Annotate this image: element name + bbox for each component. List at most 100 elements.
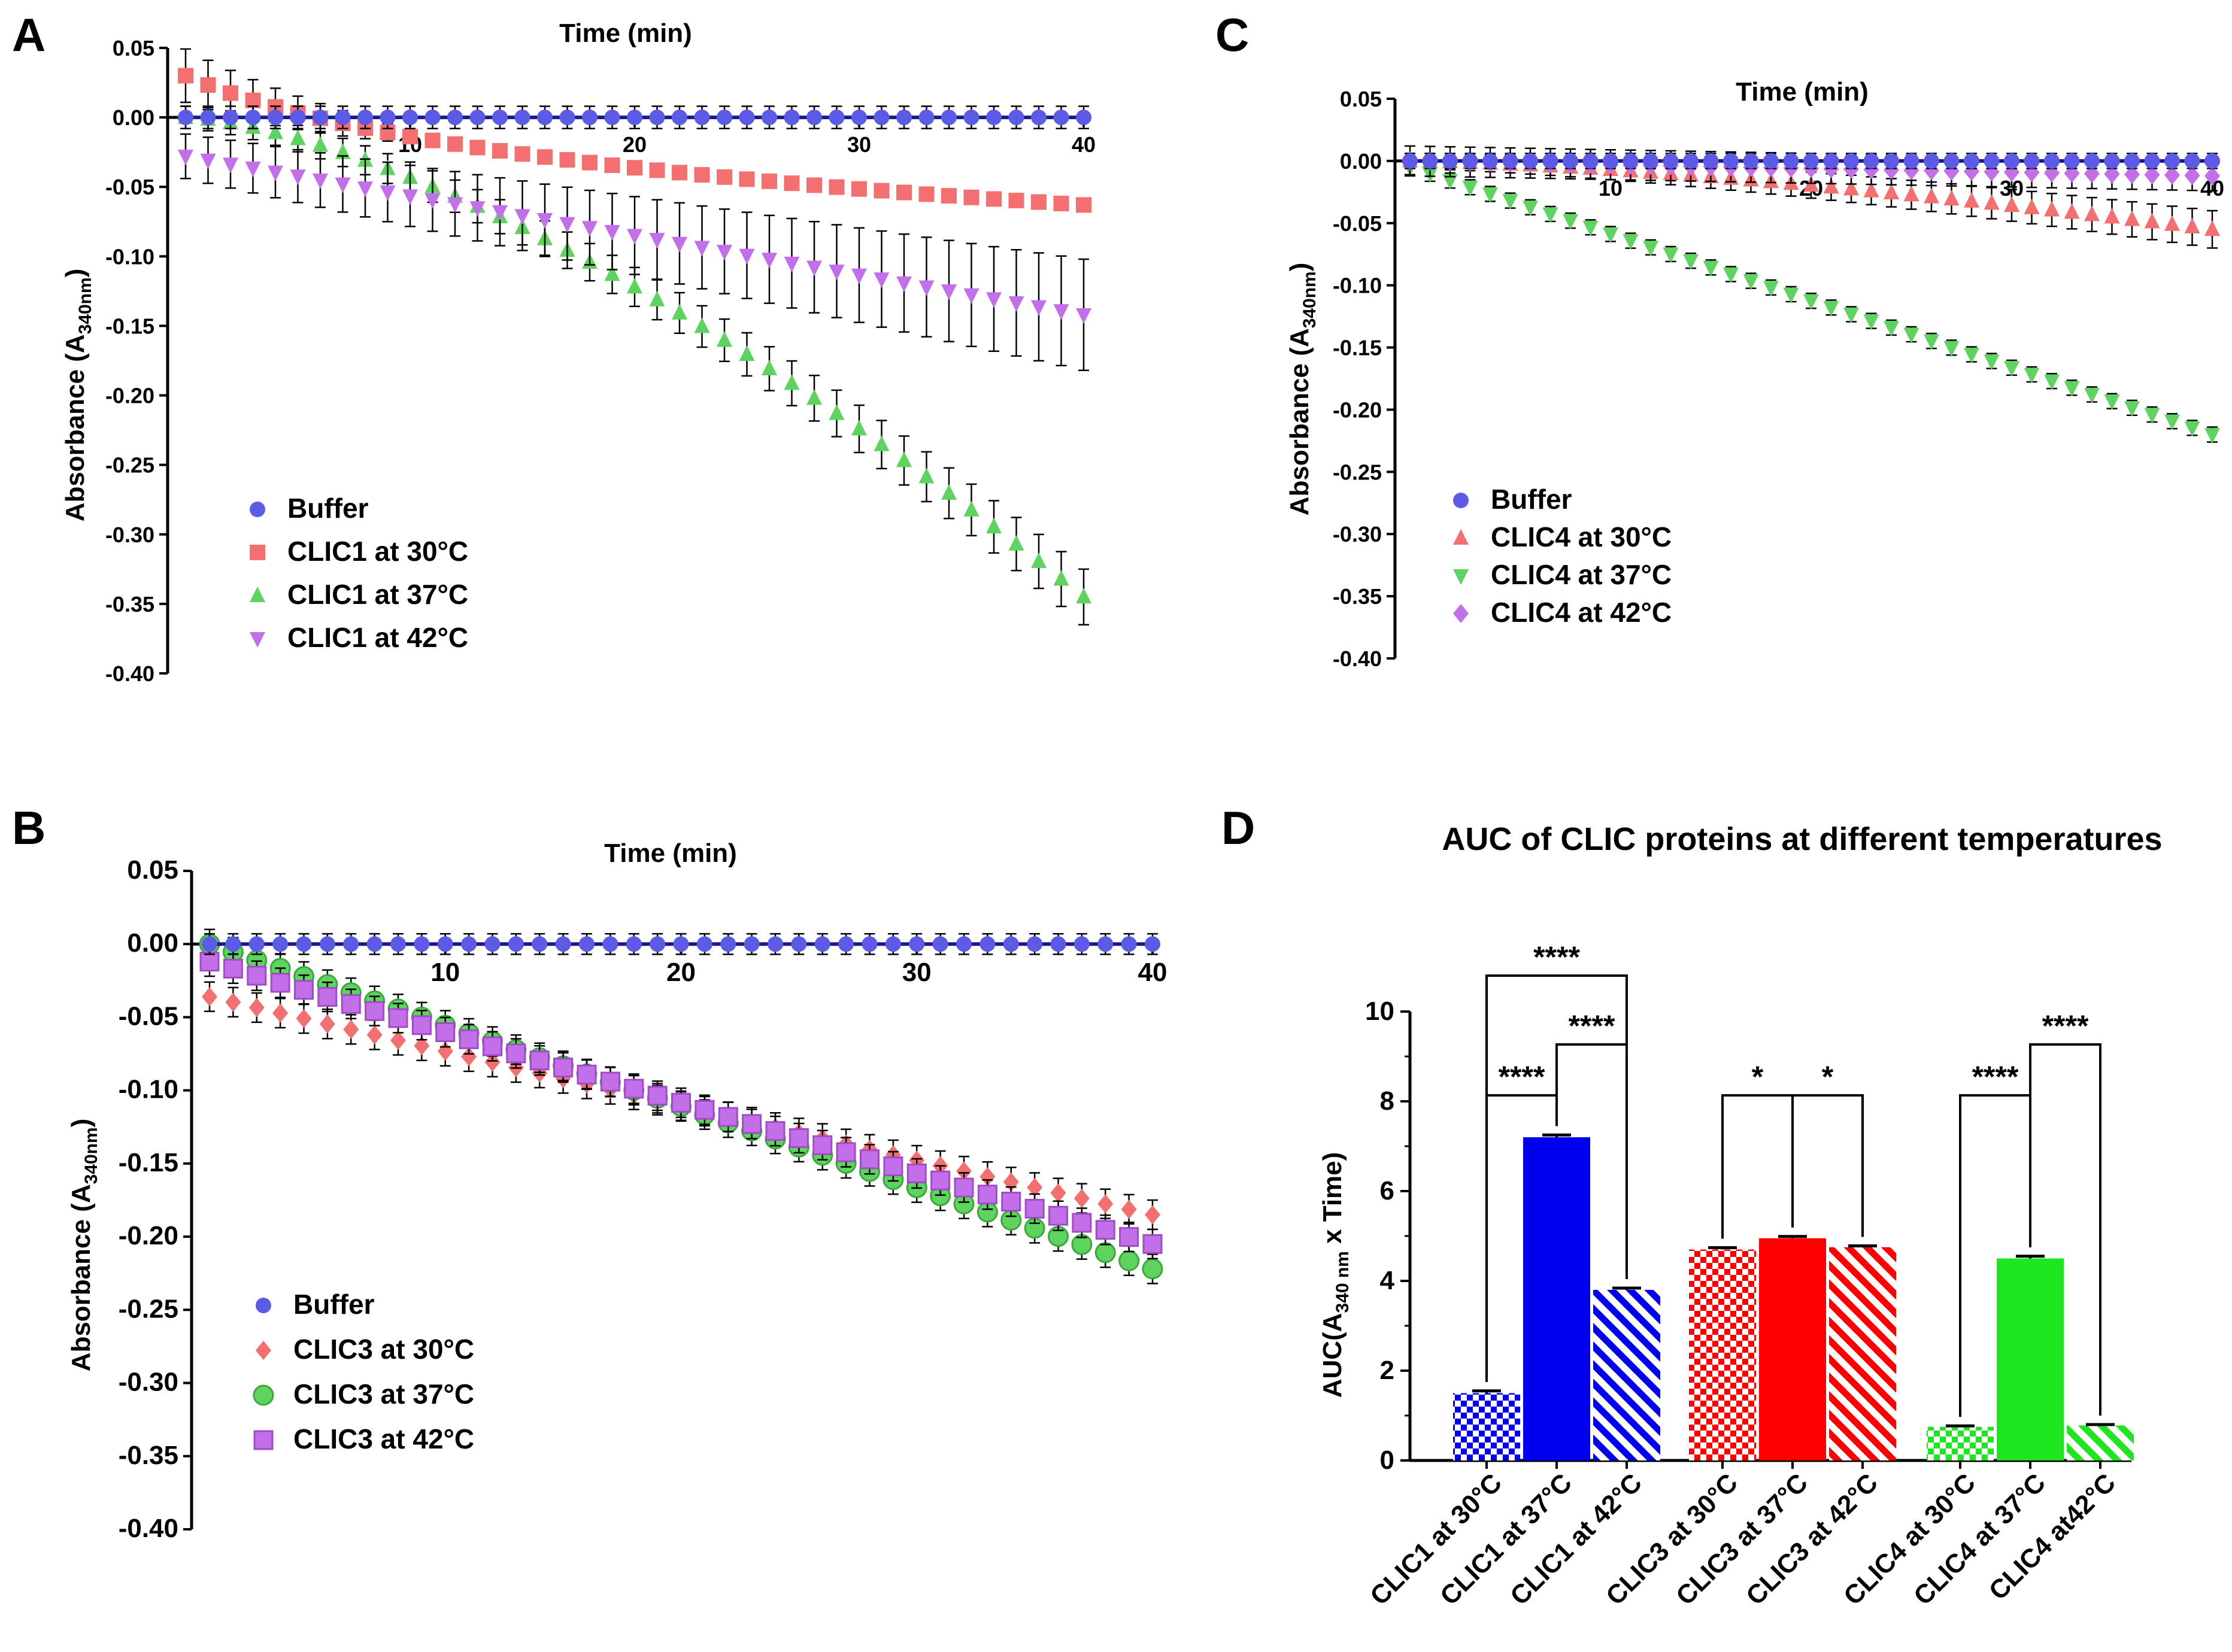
axes: 0.05 0.00 -0.05 -0.10 -0.15 -0.20 -0.25 -0.30 -0… bbox=[119, 855, 1167, 1543]
marker-point bbox=[874, 435, 890, 451]
marker-point bbox=[2204, 428, 2220, 444]
marker-point bbox=[1453, 493, 1469, 508]
x-tick-label: CLIC4 at42°C bbox=[1984, 1468, 2121, 1605]
marker-point bbox=[1097, 1194, 1114, 1214]
bar bbox=[2067, 1425, 2134, 1460]
marker-point bbox=[268, 110, 283, 126]
marker-point bbox=[335, 110, 351, 126]
marker-point bbox=[202, 936, 217, 952]
marker-point bbox=[447, 136, 463, 152]
marker-point bbox=[483, 1036, 502, 1056]
marker-point bbox=[2064, 381, 2080, 397]
marker-point bbox=[791, 936, 807, 952]
axes: 0.05 0.00 -0.05 -0.10 -0.15 -0.20 -0.25 -0.30 -0… bbox=[105, 36, 1096, 686]
marker-point bbox=[1843, 307, 1859, 323]
y-tick-label: 0 bbox=[1380, 1445, 1394, 1475]
marker-point bbox=[1073, 1189, 1090, 1208]
marker-point bbox=[290, 110, 306, 126]
marker-point bbox=[762, 110, 777, 126]
marker-point bbox=[1053, 110, 1069, 126]
marker-point bbox=[649, 162, 665, 178]
marker-point bbox=[1903, 327, 1919, 344]
marker-point bbox=[2184, 166, 2200, 186]
marker-point bbox=[1943, 153, 1960, 169]
marker-point bbox=[250, 545, 265, 560]
marker-point bbox=[717, 110, 732, 126]
series-clic1-at-42-c bbox=[178, 133, 1091, 372]
marker-point bbox=[313, 136, 328, 152]
marker-point bbox=[896, 276, 912, 292]
marker-point bbox=[896, 451, 912, 467]
marker-point bbox=[461, 936, 477, 952]
marker-point bbox=[248, 936, 265, 952]
marker-point bbox=[268, 123, 283, 139]
marker-point bbox=[1072, 1213, 1092, 1233]
marker-point bbox=[1422, 153, 1438, 169]
marker-point bbox=[1502, 194, 1518, 210]
marker-point bbox=[1663, 153, 1679, 169]
marker-point bbox=[1964, 153, 1979, 169]
marker-point bbox=[313, 110, 328, 126]
marker-point bbox=[253, 1384, 274, 1406]
marker-point bbox=[862, 936, 878, 952]
y-tick-label: 6 bbox=[1380, 1176, 1394, 1205]
marker-point bbox=[2164, 414, 2180, 430]
marker-point bbox=[829, 404, 845, 420]
y-tick-label: -0.25 bbox=[105, 453, 154, 478]
marker-point bbox=[424, 132, 441, 148]
marker-point bbox=[1462, 180, 1478, 196]
marker-point bbox=[784, 256, 800, 272]
marker-point bbox=[768, 936, 783, 952]
y-tick-label: -0.05 bbox=[119, 1001, 178, 1031]
legend-label: CLIC3 at 42°C bbox=[293, 1423, 474, 1454]
marker-point bbox=[2204, 153, 2220, 169]
marker-point bbox=[411, 1015, 432, 1035]
marker-point bbox=[223, 85, 238, 101]
marker-point bbox=[1823, 300, 1839, 317]
marker-point bbox=[447, 197, 463, 213]
marker-point bbox=[1623, 153, 1639, 169]
marker-point bbox=[1843, 180, 1859, 196]
y-tick-label: -0.10 bbox=[119, 1075, 178, 1104]
marker-point bbox=[963, 110, 979, 126]
marker-point bbox=[202, 987, 217, 1007]
legend-label: CLIC3 at 37°C bbox=[293, 1378, 474, 1410]
marker-point bbox=[717, 169, 732, 185]
marker-point bbox=[2184, 153, 2200, 169]
y-tick-label: 0.05 bbox=[1340, 87, 1382, 111]
bars bbox=[1453, 1133, 2134, 1460]
legend: Buffer CLIC3 at 30°C CLIC3 at 37°C CLIC3 at… bbox=[253, 1289, 474, 1454]
marker-point bbox=[200, 77, 216, 93]
marker-point bbox=[1763, 153, 1779, 169]
marker-point bbox=[529, 1050, 550, 1071]
panel-letter: B bbox=[12, 801, 46, 854]
marker-point bbox=[918, 467, 935, 484]
marker-point bbox=[1863, 181, 1879, 198]
marker-point bbox=[2004, 361, 2019, 377]
marker-point bbox=[461, 1047, 477, 1067]
marker-point bbox=[650, 936, 666, 952]
marker-point bbox=[469, 139, 486, 156]
marker-point bbox=[1031, 194, 1047, 210]
y-tick-label: 2 bbox=[1380, 1356, 1394, 1385]
marker-point bbox=[357, 110, 373, 126]
marker-point bbox=[1984, 354, 2000, 371]
marker-point bbox=[649, 233, 665, 249]
marker-point bbox=[896, 184, 912, 201]
marker-point bbox=[1050, 936, 1066, 952]
marker-point bbox=[1031, 110, 1047, 126]
marker-point bbox=[508, 936, 524, 952]
marker-point bbox=[1563, 214, 1578, 230]
marker-point bbox=[717, 331, 732, 347]
marker-point bbox=[2144, 408, 2160, 424]
marker-point bbox=[1683, 254, 1699, 270]
marker-point bbox=[672, 165, 687, 181]
marker-point bbox=[1118, 1250, 1140, 1271]
marker-point bbox=[1442, 153, 1458, 169]
marker-point bbox=[380, 185, 396, 201]
marker-point bbox=[742, 1114, 762, 1134]
y-tick-label: -0.30 bbox=[119, 1368, 178, 1397]
marker-point bbox=[979, 1167, 996, 1186]
marker-point bbox=[906, 1163, 927, 1183]
marker-point bbox=[1076, 588, 1091, 604]
